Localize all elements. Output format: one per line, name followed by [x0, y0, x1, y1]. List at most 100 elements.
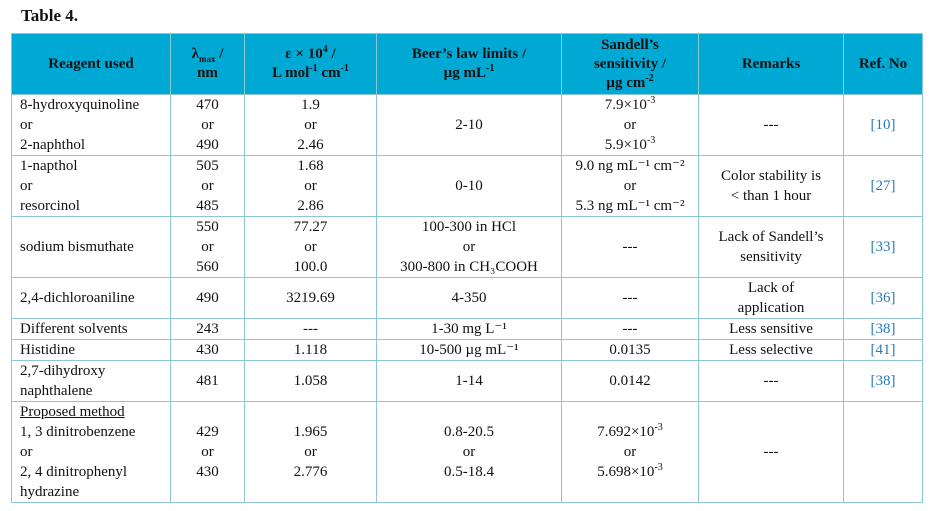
table-row: sodium bismuthate 550 or 560 77.27 or 10…: [11, 216, 923, 278]
cell-sandell: 0.0142: [561, 360, 699, 402]
cell-lambda: 243: [170, 318, 245, 340]
epsilon-value: 1.9: [301, 97, 320, 113]
table-caption: Table 4.: [21, 6, 79, 25]
eps-unit-b: cm: [317, 65, 341, 81]
ref-link[interactable]: [36]: [870, 290, 896, 306]
beers-value: 2-10: [455, 117, 483, 133]
lambda-value: or: [201, 239, 214, 255]
header-lambda: λmax / nm: [170, 33, 245, 95]
cell-reagent: 1-napthol or resorcinol: [11, 155, 171, 217]
ref-link[interactable]: [38]: [870, 321, 896, 337]
sandell-value: ---: [622, 321, 638, 337]
eps-sup: 4: [322, 44, 328, 55]
epsilon-value: 1.68: [297, 158, 324, 174]
header-beers: Beer’s law limits / µg mL-1: [376, 33, 562, 95]
remarks-value: < than 1 hour: [730, 188, 812, 204]
remarks-value: sensitivity: [740, 249, 802, 265]
cell-remarks: Color stability is < than 1 hour: [698, 155, 844, 217]
cell-ref: [10]: [843, 94, 923, 156]
sandell-or: or: [623, 117, 637, 133]
reagent-line: or: [20, 444, 33, 460]
cell-ref: [843, 401, 923, 503]
reagent-line: Different solvents: [20, 321, 128, 337]
epsilon-value: 77.27: [293, 219, 328, 235]
cell-lambda: 429 or 430: [170, 401, 245, 503]
sandell-or: or: [623, 178, 637, 194]
header-reagent-label: Reagent used: [48, 55, 134, 72]
cell-remarks: ---: [698, 94, 844, 156]
reagent-line: or: [20, 178, 33, 194]
cell-sandell: 7.9×10-3 or 5.9×10-3: [561, 94, 699, 156]
remarks-value: Less selective: [729, 342, 813, 358]
epsilon-value: 2.86: [297, 198, 324, 214]
beers-value: 1-14: [455, 373, 483, 389]
cell-remarks: Less sensitive: [698, 318, 844, 340]
cell-epsilon: 1.965 or 2.776: [244, 401, 377, 503]
header-sandell: Sandell’s sensitivity / µg cm-2: [561, 33, 699, 95]
reagent-line: resorcinol: [20, 198, 80, 214]
ref-link[interactable]: [38]: [870, 373, 896, 389]
eps-unit-a: L mol: [272, 65, 310, 81]
lambda-value: 550: [196, 219, 219, 235]
cell-reagent: 8-hydroxyquinoline or 2-naphthol: [11, 94, 171, 156]
lambda-value: 481: [196, 373, 219, 389]
epsilon-value: or: [304, 178, 317, 194]
cell-sandell: 7.692×10-3 or 5.698×10-3: [561, 401, 699, 503]
remarks-value: Lack of: [747, 280, 795, 296]
sandell-value: 0.0135: [609, 342, 651, 358]
ref-link[interactable]: [33]: [870, 239, 896, 255]
epsilon-value: or: [304, 444, 317, 460]
sandell-base: 5.698×10: [597, 464, 655, 480]
remarks-value: Lack of Sandell’s: [718, 229, 824, 245]
sandell-value: ---: [622, 290, 638, 306]
cell-lambda: 490: [170, 277, 245, 319]
lambda-value: or: [201, 178, 214, 194]
cell-beers: 0.8-20.5 or 0.5-18.4: [376, 401, 562, 503]
ref-link[interactable]: [41]: [870, 342, 896, 358]
table-row: Different solvents 243 --- 1-30 mg L⁻¹ -…: [11, 318, 923, 340]
sandell-exp: -3: [654, 462, 663, 473]
epsilon-value: 100.0: [293, 259, 328, 275]
reagent-line: Histidine: [20, 342, 75, 358]
header-epsilon: ε × 104 / L mol-1 cm-1: [244, 33, 377, 95]
cell-beers: 10-500 µg mL⁻¹: [376, 339, 562, 361]
table-row: 8-hydroxyquinoline or 2-naphthol 470 or …: [11, 94, 923, 156]
cell-epsilon: ---: [244, 318, 377, 340]
remarks-value: application: [737, 300, 805, 316]
cell-sandell: 9.0 ng mL⁻¹ cm⁻² or 5.3 ng mL⁻¹ cm⁻²: [561, 155, 699, 217]
reagent-line: 2,7-dihydroxy: [20, 363, 106, 379]
epsilon-value: 1.058: [293, 373, 328, 389]
ref-link[interactable]: [27]: [870, 178, 896, 194]
remarks-value: ---: [763, 117, 779, 133]
lambda-symbol: λ: [191, 46, 199, 62]
reagent-line: 2-naphthol: [20, 137, 85, 153]
cell-reagent: Histidine: [11, 339, 171, 361]
sandell-or: or: [623, 444, 637, 460]
sandell-value: 0.0142: [609, 373, 651, 389]
cell-ref: [27]: [843, 155, 923, 217]
cell-beers: 1-14: [376, 360, 562, 402]
header-row: Reagent used λmax / nm ε × 104 / L mol-1…: [11, 33, 923, 95]
beers-unit-sup: -1: [486, 63, 495, 74]
beers-value: or: [462, 239, 476, 255]
reagent-line: hydrazine: [20, 484, 80, 500]
cell-beers: 4-350: [376, 277, 562, 319]
lambda-value: 430: [196, 342, 219, 358]
cell-epsilon: 1.68 or 2.86: [244, 155, 377, 217]
sandell-value: ---: [622, 239, 638, 255]
ref-link[interactable]: [10]: [870, 117, 896, 133]
cell-beers: 0-10: [376, 155, 562, 217]
cell-lambda: 470 or 490: [170, 94, 245, 156]
beers-value: or: [462, 444, 476, 460]
beers-value: 0.5-18.4: [444, 464, 494, 480]
remarks-value: Less sensitive: [729, 321, 813, 337]
cell-lambda: 481: [170, 360, 245, 402]
remarks-value: ---: [763, 444, 779, 460]
cell-sandell: ---: [561, 216, 699, 278]
epsilon-value: 2.46: [297, 137, 324, 153]
sandell-value: 5.3 ng mL⁻¹ cm⁻²: [575, 198, 685, 214]
lambda-value: 430: [196, 464, 219, 480]
lambda-value: 560: [196, 259, 219, 275]
remarks-value: ---: [763, 373, 779, 389]
reagent-line: naphthalene: [20, 383, 93, 399]
